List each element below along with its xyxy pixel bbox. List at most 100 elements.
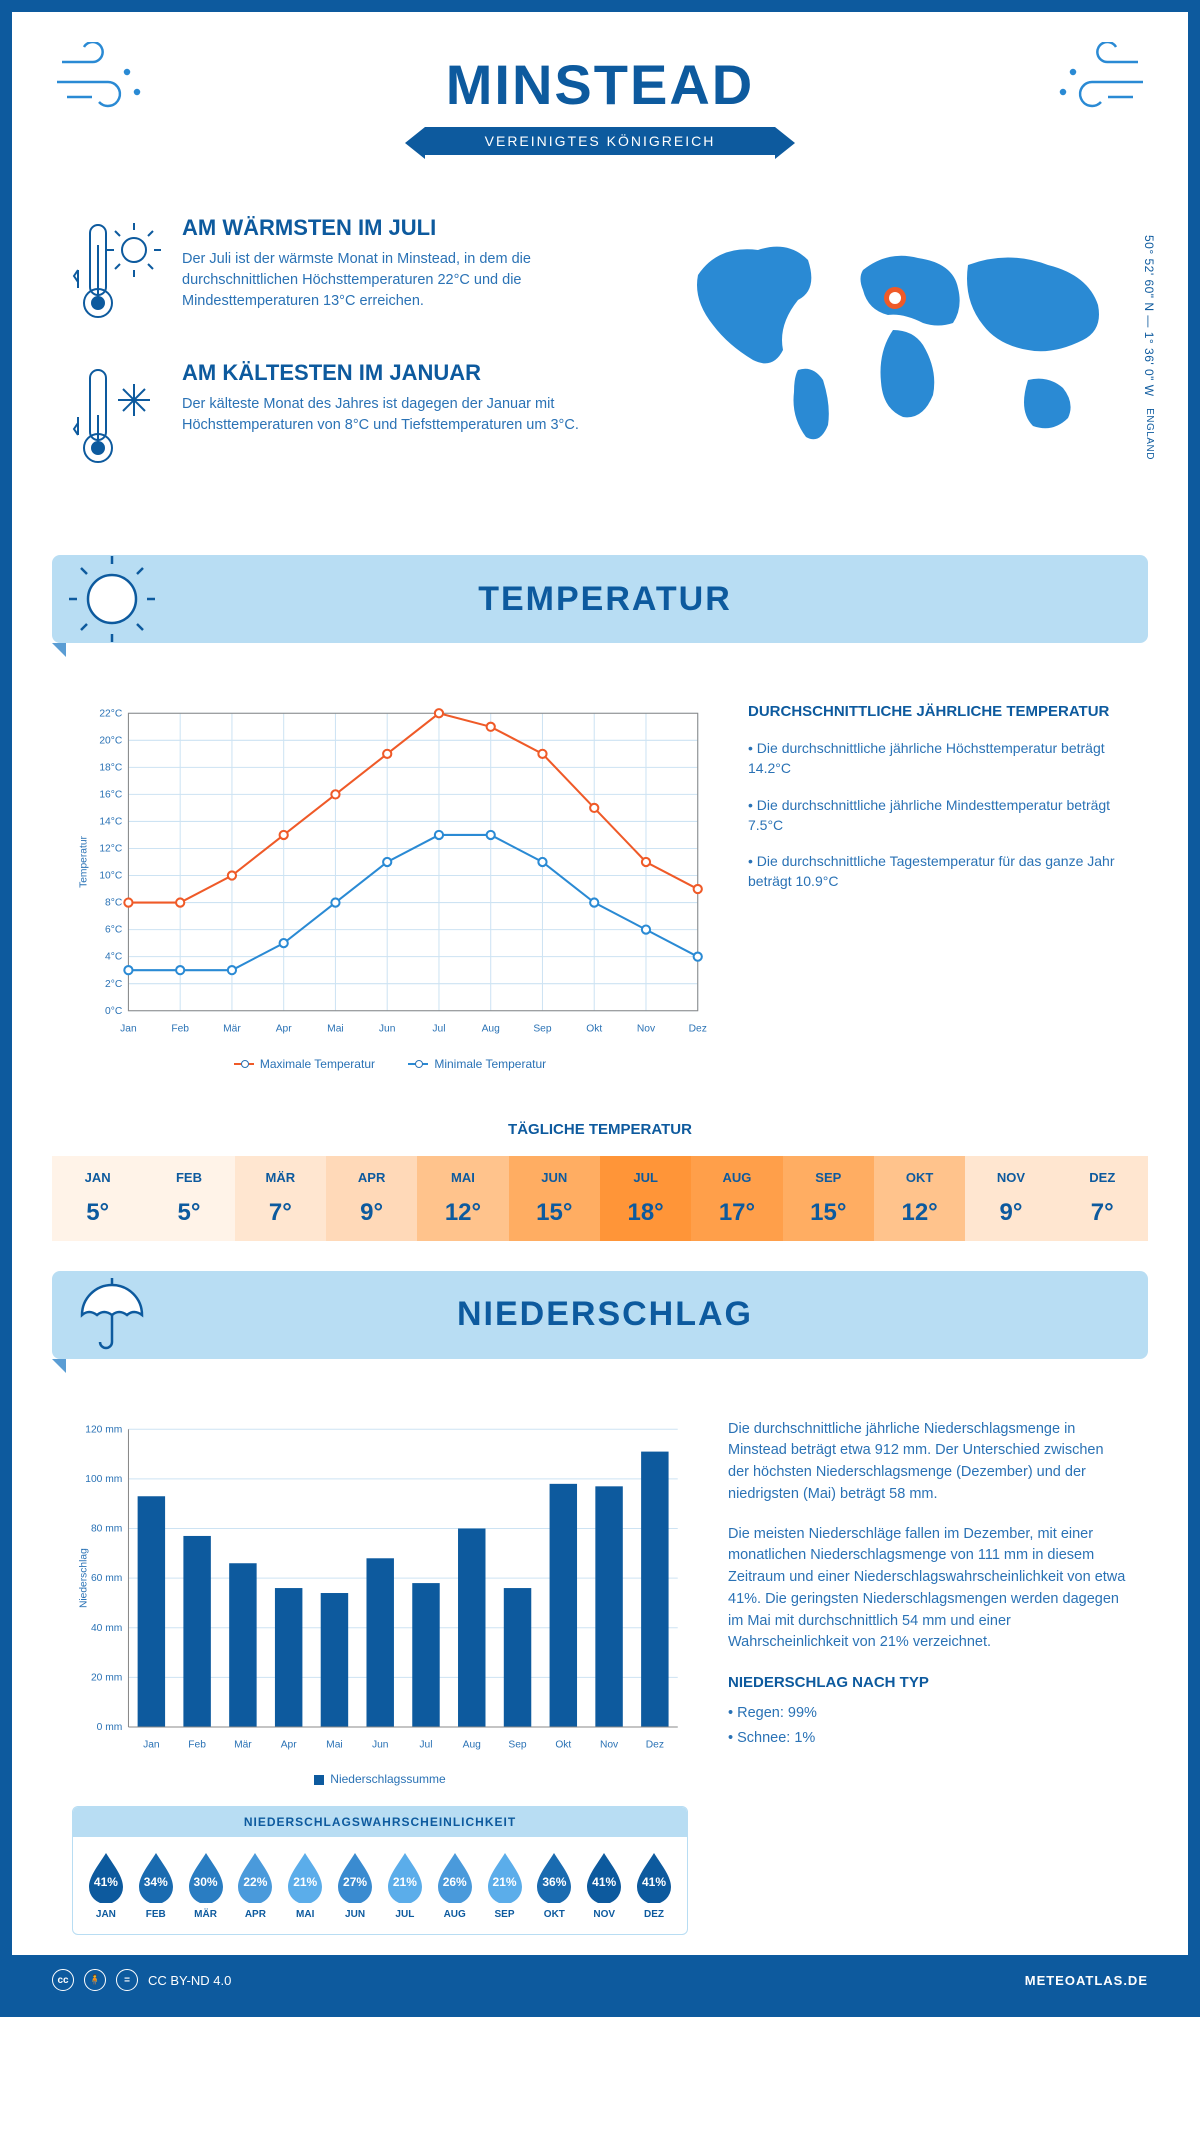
temp-title: TEMPERATUR: [162, 580, 1148, 619]
precip-para: Die durchschnittliche jährliche Niedersc…: [728, 1419, 1128, 1506]
svg-text:Sep: Sep: [533, 1023, 552, 1034]
svg-text:Aug: Aug: [463, 1739, 482, 1750]
daily-temp-cell: SEP15°: [783, 1156, 874, 1241]
probability-drop: 30%MÄR: [185, 1851, 227, 1920]
svg-text:40 mm: 40 mm: [91, 1622, 122, 1633]
footer-left: cc 🧍 = CC BY-ND 4.0: [52, 1969, 231, 1991]
svg-text:Jun: Jun: [379, 1023, 396, 1034]
probability-drop: 22%APR: [234, 1851, 276, 1920]
cc-icon: cc: [52, 1969, 74, 1991]
svg-text:Aug: Aug: [482, 1023, 501, 1034]
svg-text:20°C: 20°C: [99, 735, 123, 746]
precip-section: 0 mm20 mm40 mm60 mm80 mm100 mm120 mmJanF…: [12, 1379, 1188, 1956]
thermometer-sun-icon: [72, 215, 162, 330]
svg-text:20 mm: 20 mm: [91, 1672, 122, 1683]
sun-icon: [62, 549, 162, 649]
daily-temp-cell: JAN5°: [52, 1156, 143, 1241]
svg-text:Nov: Nov: [637, 1023, 656, 1034]
svg-text:Mai: Mai: [326, 1739, 343, 1750]
info-left: AM WÄRMSTEN IM JULI Der Juli ist der wär…: [72, 215, 628, 505]
precip-title: NIEDERSCHLAG: [162, 1295, 1148, 1334]
world-map: [668, 215, 1128, 455]
probability-drop: 41%DEZ: [633, 1851, 675, 1920]
header: MINSTEAD VEREINIGTES KÖNIGREICH: [12, 12, 1188, 185]
probability-drop: 21%MAI: [284, 1851, 326, 1920]
svg-text:Feb: Feb: [171, 1023, 189, 1034]
daily-temp-cell: APR9°: [326, 1156, 417, 1241]
wind-icon: [52, 42, 162, 127]
temp-section-header: TEMPERATUR: [52, 555, 1148, 643]
precip-type-bullet: • Regen: 99%: [728, 1703, 1128, 1725]
probability-drop: 27%JUN: [334, 1851, 376, 1920]
daily-temp-cell: FEB5°: [143, 1156, 234, 1241]
svg-text:Jan: Jan: [120, 1023, 137, 1034]
probability-drop: 41%NOV: [583, 1851, 625, 1920]
probability-drop: 26%AUG: [434, 1851, 476, 1920]
probability-drop: 34%FEB: [135, 1851, 177, 1920]
svg-text:Jun: Jun: [372, 1739, 389, 1750]
warmest-text: AM WÄRMSTEN IM JULI Der Juli ist der wär…: [182, 215, 628, 330]
svg-text:Feb: Feb: [188, 1739, 206, 1750]
svg-text:Jul: Jul: [419, 1739, 432, 1750]
svg-text:0 mm: 0 mm: [97, 1722, 123, 1733]
temp-section: 0°C2°C4°C6°C8°C10°C12°C14°C16°C18°C20°C2…: [12, 663, 1188, 1091]
site-name: METEOATLAS.DE: [1025, 1973, 1148, 1988]
svg-text:80 mm: 80 mm: [91, 1523, 122, 1534]
precip-legend: Niederschlagssumme: [72, 1772, 688, 1786]
wind-icon: [1038, 42, 1148, 127]
precip-type-title: NIEDERSCHLAG NACH TYP: [728, 1672, 1128, 1695]
svg-text:Mär: Mär: [234, 1739, 252, 1750]
svg-text:22°C: 22°C: [99, 708, 123, 719]
daily-temp-title: TÄGLICHE TEMPERATUR: [12, 1121, 1188, 1138]
coords-label: 50° 52' 60" N — 1° 36' 0" W ENGLAND: [1142, 235, 1156, 460]
map-panel: 50° 52' 60" N — 1° 36' 0" W ENGLAND: [668, 215, 1128, 505]
city-name: MINSTEAD: [366, 52, 834, 127]
by-icon: 🧍: [84, 1969, 106, 1991]
temp-bullet: • Die durchschnittliche jährliche Höchst…: [748, 738, 1128, 779]
precip-type-bullet: • Schnee: 1%: [728, 1728, 1128, 1750]
daily-temp-cell: JUL18°: [600, 1156, 691, 1241]
svg-text:Okt: Okt: [586, 1023, 602, 1034]
footer: cc 🧍 = CC BY-ND 4.0 METEOATLAS.DE: [12, 1955, 1188, 2005]
probability-drop: 21%JUL: [384, 1851, 426, 1920]
daily-temp-cell: DEZ7°: [1057, 1156, 1148, 1241]
svg-text:Mär: Mär: [223, 1023, 241, 1034]
page: MINSTEAD VEREINIGTES KÖNIGREICH AM WÄRMS…: [0, 0, 1200, 2017]
svg-text:60 mm: 60 mm: [91, 1573, 122, 1584]
svg-text:Temperatur: Temperatur: [78, 835, 89, 887]
svg-text:Niederschlag: Niederschlag: [78, 1547, 89, 1607]
warmest-title: AM WÄRMSTEN IM JULI: [182, 215, 628, 241]
warmest-block: AM WÄRMSTEN IM JULI Der Juli ist der wär…: [72, 215, 628, 330]
daily-temp-cell: MAI12°: [417, 1156, 508, 1241]
svg-text:Apr: Apr: [276, 1023, 293, 1034]
svg-text:Mai: Mai: [327, 1023, 344, 1034]
country-ribbon: VEREINIGTES KÖNIGREICH: [425, 127, 776, 155]
svg-text:Dez: Dez: [646, 1739, 664, 1750]
svg-text:120 mm: 120 mm: [85, 1424, 122, 1435]
thermometer-snow-icon: [72, 360, 162, 475]
svg-text:Okt: Okt: [555, 1739, 571, 1750]
coldest-block: AM KÄLTESTEN IM JANUAR Der kälteste Mona…: [72, 360, 628, 475]
svg-text:18°C: 18°C: [99, 762, 123, 773]
title-banner: MINSTEAD VEREINIGTES KÖNIGREICH: [366, 52, 834, 155]
temp-chart: 0°C2°C4°C6°C8°C10°C12°C14°C16°C18°C20°C2…: [72, 703, 708, 1071]
daily-temp-grid: JAN5°FEB5°MÄR7°APR9°MAI12°JUN15°JUL18°AU…: [52, 1156, 1148, 1241]
probability-drop: 21%SEP: [484, 1851, 526, 1920]
precip-chart: 0 mm20 mm40 mm60 mm80 mm100 mm120 mmJanF…: [72, 1419, 688, 1758]
coldest-text: AM KÄLTESTEN IM JANUAR Der kälteste Mona…: [182, 360, 628, 475]
daily-temp-cell: JUN15°: [509, 1156, 600, 1241]
precip-section-header: NIEDERSCHLAG: [52, 1271, 1148, 1359]
warmest-desc: Der Juli ist der wärmste Monat in Minste…: [182, 249, 628, 312]
temp-bullet: • Die durchschnittliche Tagestemperatur …: [748, 851, 1128, 892]
nd-icon: =: [116, 1969, 138, 1991]
probability-drop: 41%JAN: [85, 1851, 127, 1920]
license-text: CC BY-ND 4.0: [148, 1973, 231, 1988]
svg-text:8°C: 8°C: [105, 898, 123, 909]
daily-temp-cell: AUG17°: [691, 1156, 782, 1241]
svg-text:6°C: 6°C: [105, 925, 123, 936]
umbrella-icon: [62, 1265, 162, 1365]
precip-left: 0 mm20 mm40 mm60 mm80 mm100 mm120 mmJanF…: [72, 1419, 688, 1936]
probability-drop: 36%OKT: [533, 1851, 575, 1920]
daily-temp-cell: OKT12°: [874, 1156, 965, 1241]
probability-title: NIEDERSCHLAGSWAHRSCHEINLICHKEIT: [73, 1807, 687, 1837]
